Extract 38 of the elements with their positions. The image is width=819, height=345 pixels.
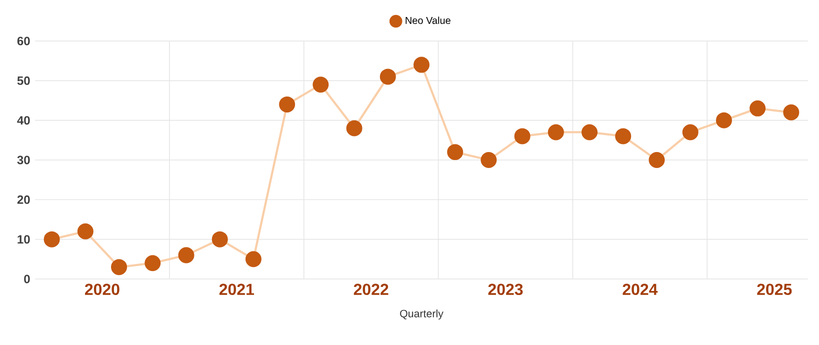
y-tick-label: 20 bbox=[17, 195, 30, 204]
point bbox=[582, 124, 598, 140]
x-tick-label: 2024 bbox=[622, 284, 658, 296]
y-tick-label: 10 bbox=[18, 235, 30, 244]
y-tick-label: 0 bbox=[24, 274, 30, 284]
point bbox=[648, 152, 665, 168]
point bbox=[44, 231, 60, 248]
point bbox=[716, 112, 732, 128]
x-tick-label: 2023 bbox=[488, 284, 523, 296]
point bbox=[279, 96, 296, 112]
point bbox=[312, 76, 329, 93]
point bbox=[346, 120, 362, 136]
point bbox=[245, 251, 262, 268]
point bbox=[111, 259, 128, 276]
point bbox=[514, 128, 530, 144]
point bbox=[413, 56, 430, 73]
point bbox=[615, 128, 632, 144]
point bbox=[212, 231, 228, 248]
y-tick-label: 50 bbox=[17, 76, 30, 85]
point bbox=[77, 223, 94, 240]
point bbox=[480, 152, 497, 168]
legend-label: Neo Value bbox=[406, 16, 450, 24]
point bbox=[380, 68, 396, 85]
y-tick-label: 30 bbox=[17, 156, 30, 164]
point bbox=[447, 144, 464, 160]
point bbox=[178, 247, 194, 264]
point bbox=[144, 255, 161, 272]
x-tick-label: 2025 bbox=[757, 284, 792, 296]
x-axis-title: Quarterly bbox=[400, 310, 444, 320]
y-tick-label: 60 bbox=[17, 36, 30, 46]
point bbox=[750, 100, 766, 116]
y-tick-label: 40 bbox=[17, 116, 30, 125]
x-tick-label: 2022 bbox=[354, 284, 388, 296]
point bbox=[548, 124, 564, 140]
point bbox=[783, 104, 800, 120]
x-tick-label: 2021 bbox=[219, 284, 254, 296]
x-tick-label: 2020 bbox=[84, 284, 120, 296]
point bbox=[682, 124, 698, 140]
